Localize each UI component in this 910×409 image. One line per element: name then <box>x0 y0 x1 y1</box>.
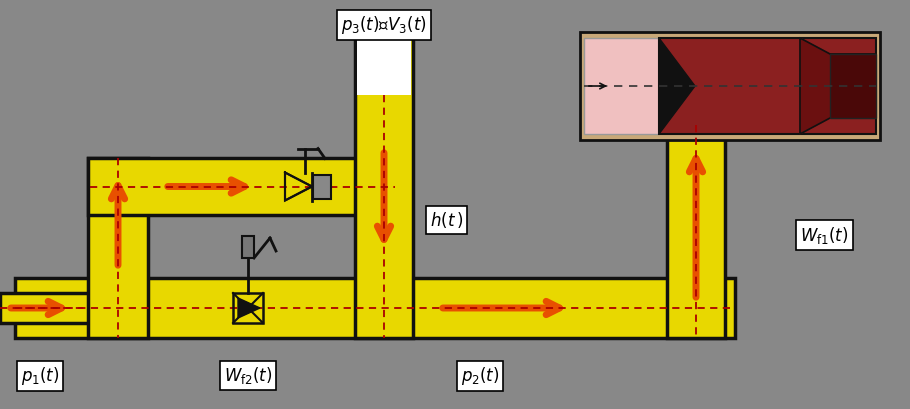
Bar <box>659 38 876 134</box>
Bar <box>357 20 411 95</box>
Bar <box>233 293 263 323</box>
Text: $p_3(t)$、$V_3(t)$: $p_3(t)$、$V_3(t)$ <box>341 14 427 36</box>
Bar <box>355 18 413 338</box>
Bar <box>667 125 725 338</box>
Polygon shape <box>238 298 260 318</box>
Bar <box>313 175 331 198</box>
Bar <box>830 54 876 118</box>
Bar <box>584 38 659 134</box>
Text: $h(t\,)$: $h(t\,)$ <box>430 210 463 230</box>
Polygon shape <box>800 38 876 134</box>
Bar <box>88 158 148 338</box>
Bar <box>580 32 880 140</box>
Bar <box>0 293 90 323</box>
Bar <box>242 236 254 258</box>
Text: $W_{\mathrm{f1}}(t)$: $W_{\mathrm{f1}}(t)$ <box>800 225 848 245</box>
Text: $p_2(t)$: $p_2(t)$ <box>460 365 500 387</box>
Text: $p_1(t)$: $p_1(t)$ <box>21 365 59 387</box>
Polygon shape <box>659 38 695 134</box>
Bar <box>15 278 735 338</box>
Text: $W_{\mathrm{f2}}(t)$: $W_{\mathrm{f2}}(t)$ <box>224 365 272 386</box>
Bar <box>88 158 395 215</box>
